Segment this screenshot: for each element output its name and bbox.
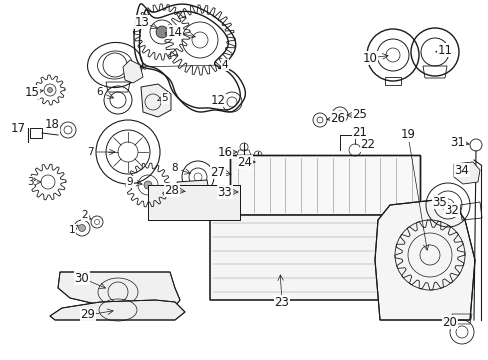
Text: 23: 23 bbox=[274, 296, 289, 309]
Text: 15: 15 bbox=[24, 85, 40, 99]
Text: 32: 32 bbox=[444, 203, 459, 216]
Text: 29: 29 bbox=[81, 309, 95, 321]
Text: 27: 27 bbox=[210, 166, 225, 179]
Polygon shape bbox=[209, 215, 394, 300]
Text: 1: 1 bbox=[68, 225, 75, 235]
Text: 21: 21 bbox=[352, 126, 367, 139]
Polygon shape bbox=[374, 200, 474, 320]
Text: 31: 31 bbox=[449, 135, 465, 148]
Polygon shape bbox=[50, 300, 184, 320]
Circle shape bbox=[143, 181, 152, 189]
Circle shape bbox=[47, 87, 52, 93]
Text: 28: 28 bbox=[164, 184, 179, 197]
Text: 13: 13 bbox=[134, 15, 149, 28]
Text: 11: 11 bbox=[437, 44, 451, 57]
Text: 25: 25 bbox=[352, 108, 366, 122]
Circle shape bbox=[156, 26, 168, 38]
Text: 18: 18 bbox=[44, 118, 60, 131]
Polygon shape bbox=[58, 272, 180, 312]
Text: 7: 7 bbox=[86, 147, 93, 157]
Text: 24: 24 bbox=[237, 156, 252, 168]
Text: 8: 8 bbox=[171, 163, 178, 173]
Polygon shape bbox=[177, 180, 209, 207]
Circle shape bbox=[79, 225, 85, 231]
Polygon shape bbox=[229, 155, 419, 215]
Text: 17: 17 bbox=[10, 122, 25, 135]
Text: 26: 26 bbox=[330, 112, 345, 125]
Text: 16: 16 bbox=[217, 145, 232, 158]
Text: 19: 19 bbox=[400, 129, 415, 141]
Text: 30: 30 bbox=[75, 271, 89, 284]
Text: 14: 14 bbox=[167, 26, 182, 39]
Text: 12: 12 bbox=[210, 94, 225, 107]
Polygon shape bbox=[123, 60, 142, 83]
Text: 10: 10 bbox=[362, 51, 377, 64]
Text: 34: 34 bbox=[454, 163, 468, 176]
Polygon shape bbox=[148, 185, 240, 220]
Text: 22: 22 bbox=[360, 139, 375, 152]
Text: 4: 4 bbox=[221, 60, 228, 70]
Text: 20: 20 bbox=[442, 315, 456, 328]
Text: 6: 6 bbox=[97, 87, 103, 97]
Text: 33: 33 bbox=[217, 185, 232, 198]
Polygon shape bbox=[141, 84, 171, 117]
Text: 9: 9 bbox=[126, 177, 133, 187]
Text: 2: 2 bbox=[81, 210, 88, 220]
Text: 3: 3 bbox=[27, 177, 33, 187]
Polygon shape bbox=[453, 162, 479, 184]
Text: 35: 35 bbox=[432, 195, 447, 208]
Text: 5: 5 bbox=[162, 93, 168, 103]
